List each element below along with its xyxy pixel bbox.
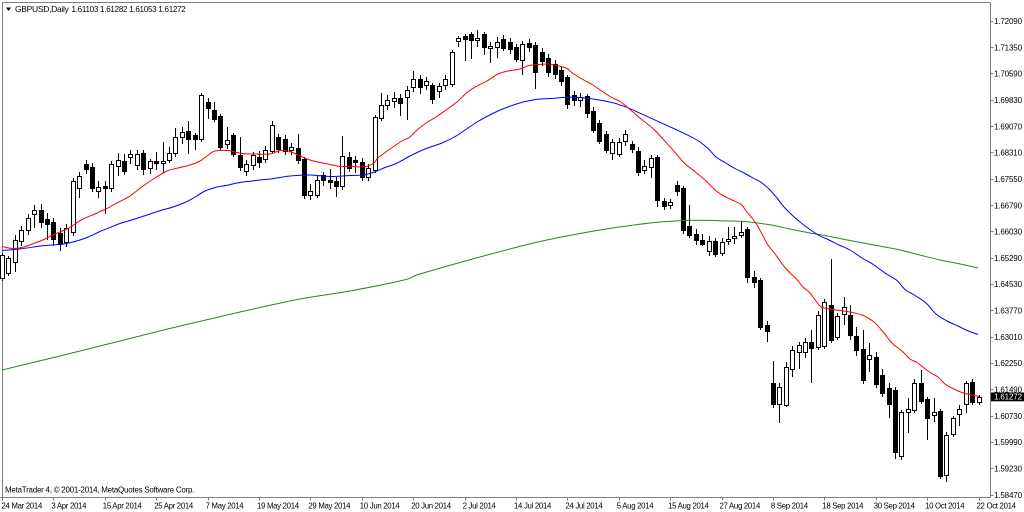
svg-text:1.71350: 1.71350 bbox=[994, 43, 1023, 52]
svg-text:8 Sep 2014: 8 Sep 2014 bbox=[771, 501, 809, 510]
svg-text:18 Sep 2014: 18 Sep 2014 bbox=[822, 501, 864, 510]
svg-text:10 Jun 2014: 10 Jun 2014 bbox=[360, 501, 401, 510]
svg-text:1.64530: 1.64530 bbox=[994, 280, 1023, 289]
svg-text:20 Jun 2014: 20 Jun 2014 bbox=[411, 501, 452, 510]
svg-text:GBPUSD,Daily: GBPUSD,Daily bbox=[15, 4, 70, 14]
svg-text:29 May 2014: 29 May 2014 bbox=[308, 501, 351, 510]
svg-text:22 Oct 2014: 22 Oct 2014 bbox=[977, 501, 1017, 510]
svg-text:1.72090: 1.72090 bbox=[994, 17, 1023, 26]
svg-text:1.61490: 1.61490 bbox=[994, 386, 1023, 395]
svg-text:1.70590: 1.70590 bbox=[994, 70, 1023, 79]
svg-text:15 Aug 2014: 15 Aug 2014 bbox=[668, 501, 709, 510]
svg-text:1.69070: 1.69070 bbox=[994, 122, 1023, 131]
svg-text:1.58470: 1.58470 bbox=[994, 491, 1023, 500]
svg-text:1.62250: 1.62250 bbox=[994, 359, 1023, 368]
svg-text:25 Apr 2014: 25 Apr 2014 bbox=[154, 501, 194, 510]
svg-text:1.61272: 1.61272 bbox=[994, 393, 1023, 402]
svg-text:1.59990: 1.59990 bbox=[994, 438, 1023, 447]
svg-text:1.61103 1.61282 1.61053 1.6127: 1.61103 1.61282 1.61053 1.61272 bbox=[72, 5, 187, 14]
svg-text:14 Jul 2014: 14 Jul 2014 bbox=[514, 501, 552, 510]
svg-text:3 Apr 2014: 3 Apr 2014 bbox=[51, 501, 87, 510]
svg-text:1.68310: 1.68310 bbox=[994, 149, 1023, 158]
svg-text:7 May 2014: 7 May 2014 bbox=[206, 501, 245, 510]
svg-text:19 May 2014: 19 May 2014 bbox=[257, 501, 300, 510]
svg-text:1.59230: 1.59230 bbox=[994, 465, 1023, 474]
svg-text:15 Apr 2014: 15 Apr 2014 bbox=[103, 501, 143, 510]
svg-text:1.60730: 1.60730 bbox=[994, 412, 1023, 421]
svg-text:30 Sep 2014: 30 Sep 2014 bbox=[874, 501, 916, 510]
svg-text:2 Jul 2014: 2 Jul 2014 bbox=[463, 501, 497, 510]
svg-text:MetaTrader 4, © 2001-2014, Met: MetaTrader 4, © 2001-2014, MetaQuotes So… bbox=[5, 485, 194, 494]
svg-text:1.67550: 1.67550 bbox=[994, 175, 1023, 184]
svg-text:1.69830: 1.69830 bbox=[994, 96, 1023, 105]
svg-text:5 Aug 2014: 5 Aug 2014 bbox=[617, 501, 654, 510]
svg-text:24 Mar 2014: 24 Mar 2014 bbox=[2, 501, 43, 510]
svg-text:10 Oct 2014: 10 Oct 2014 bbox=[925, 501, 965, 510]
svg-text:1.65290: 1.65290 bbox=[994, 254, 1023, 263]
svg-text:27 Aug 2014: 27 Aug 2014 bbox=[720, 501, 761, 510]
svg-text:24 Jul 2014: 24 Jul 2014 bbox=[565, 501, 603, 510]
svg-text:1.66790: 1.66790 bbox=[994, 201, 1023, 210]
svg-text:1.63010: 1.63010 bbox=[994, 333, 1023, 342]
svg-text:1.66030: 1.66030 bbox=[994, 228, 1023, 237]
svg-text:1.63770: 1.63770 bbox=[994, 307, 1023, 316]
